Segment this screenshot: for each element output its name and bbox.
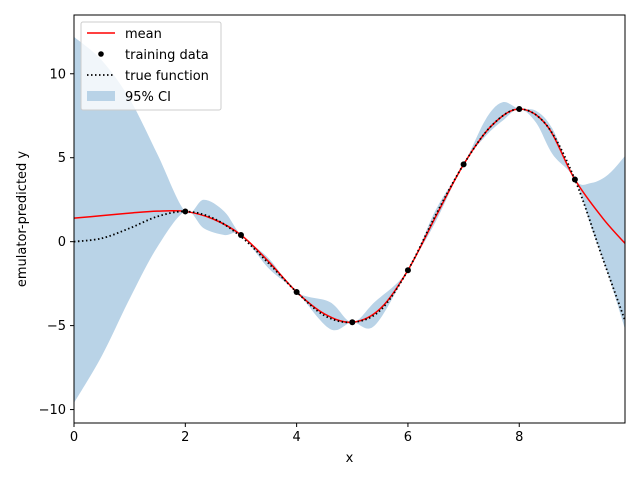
ci-band (74, 36, 625, 403)
training-points-layer (182, 106, 578, 326)
y-axis-label: emulator-predicted y (15, 151, 30, 288)
x-tick-label: 2 (181, 430, 189, 445)
training-point (349, 319, 356, 326)
x-tick-label: 8 (515, 430, 523, 445)
legend-ci-label: 95% CI (125, 90, 171, 105)
y-tick-label: −5 (47, 319, 66, 334)
x-axis: 0 2 4 6 8 (70, 423, 523, 445)
ci-band-layer (74, 36, 625, 403)
y-tick-label: −10 (39, 403, 66, 418)
legend-mean-label: mean (125, 27, 162, 42)
x-axis-label: x (346, 451, 354, 466)
training-point (516, 106, 523, 113)
training-point (293, 289, 300, 296)
y-tick-label: 5 (58, 151, 66, 166)
training-point (182, 208, 189, 215)
x-tick-label: 0 (70, 430, 78, 445)
y-tick-label: 10 (49, 67, 66, 82)
training-point (460, 161, 467, 168)
training-point (237, 231, 244, 238)
legend-training-swatch (98, 51, 104, 57)
legend-training-label: training data (125, 48, 209, 63)
training-point (404, 267, 411, 274)
legend-box (80, 21, 222, 111)
legend-true-function-label: true function (125, 69, 209, 84)
plot-frame (73, 14, 626, 424)
training-point (571, 176, 578, 183)
x-tick-label: 6 (404, 430, 412, 445)
y-axis: −10 −5 0 5 10 (39, 67, 74, 418)
x-tick-label: 4 (292, 430, 300, 445)
y-tick-label: 0 (58, 235, 66, 250)
legend: mean training data true function 95% CI (80, 21, 222, 111)
legend-ci-swatch (87, 91, 115, 101)
